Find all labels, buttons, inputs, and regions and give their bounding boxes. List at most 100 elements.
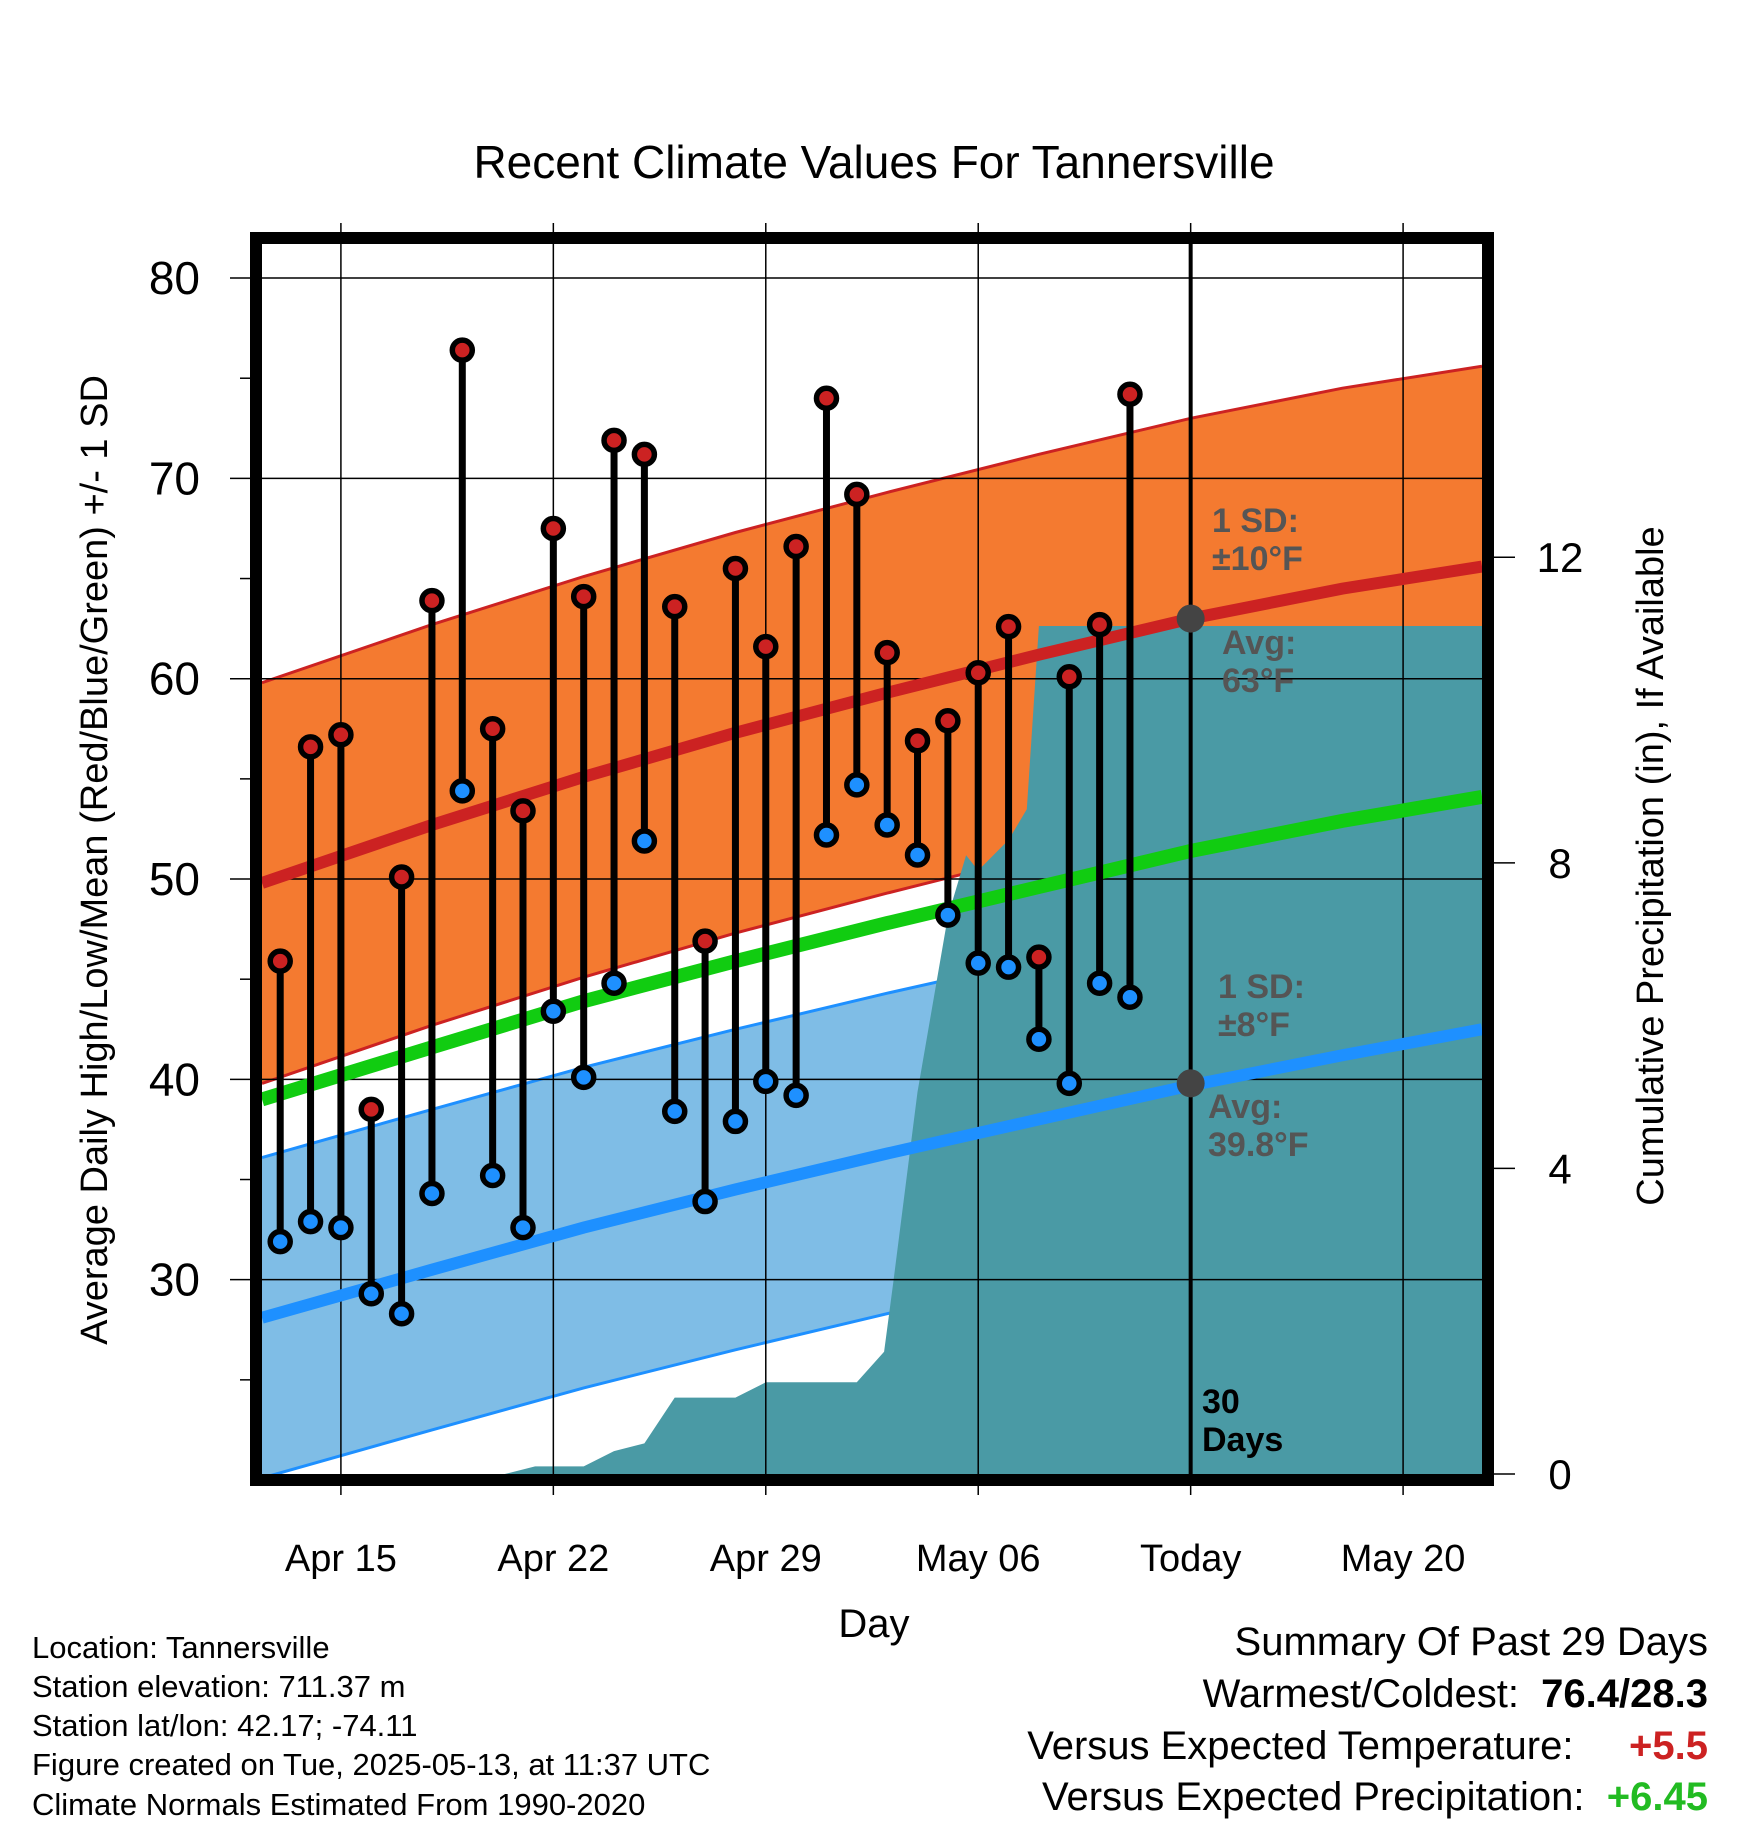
daily-low-point: [844, 772, 870, 798]
daily-high-point: [631, 441, 658, 468]
summary-title: Summary Of Past 29 Days: [1234, 1620, 1708, 1664]
daily-high-point: [601, 427, 627, 454]
y-tick-label-50: 50: [149, 853, 200, 905]
y-tick-label-30: 30: [149, 1254, 200, 1306]
daily-high-point: [419, 587, 445, 614]
daily-high-point: [388, 864, 415, 890]
daily-low-point: [935, 902, 961, 928]
y-tick-label-70: 70: [149, 452, 200, 504]
normal-low-line: [262, 1023, 1482, 1324]
daily-high-point: [328, 722, 354, 748]
daily-values: [267, 337, 1143, 1327]
axes: Apr 15 Apr 22 Apr 29 May 06 Today May 2030405…: [149, 223, 1584, 1580]
daily-low-point: [783, 1082, 809, 1109]
plot-frame: [250, 232, 1494, 1486]
daily-high-point: [297, 734, 324, 760]
daily-low-point: [692, 1188, 718, 1215]
today-low-avg-marker: [1176, 1069, 1205, 1098]
y-tick-label-80: 80: [149, 252, 200, 304]
daily-low-point: [449, 778, 476, 804]
daily-high-point: [267, 948, 293, 974]
x-axis-label: Day: [838, 1602, 909, 1646]
y2-tick-label-8: 8: [1548, 840, 1571, 887]
info-location: Location: Tannersville: [32, 1630, 330, 1665]
days-annotation: 30 Days: [1202, 1383, 1283, 1459]
daily-high-point: [874, 639, 900, 666]
high-sd-annotation: 1 SD: ±10°F: [1212, 502, 1303, 578]
daily-low-point: [601, 970, 627, 996]
x-tick-label-4: Today: [1140, 1538, 1241, 1580]
daily-low-point: [722, 1108, 749, 1135]
daily-high-point: [692, 928, 718, 954]
info-latlon: Station lat/lon: 42.17; -74.11: [32, 1708, 418, 1743]
daily-high-point: [935, 708, 961, 734]
daily-high-point: [904, 728, 931, 754]
summary-precip: Versus Expected Precipitation: +6.45: [1042, 1777, 1708, 1817]
daily-low-point: [540, 998, 567, 1024]
daily-high-point: [1086, 611, 1113, 638]
daily-low-point: [297, 1208, 324, 1235]
y-axis-label: Average Daily High/Low/Mean (Red/Blue/Gr…: [74, 375, 116, 1345]
x-tick-label-5: May 20: [1341, 1538, 1466, 1580]
daily-high-point: [449, 337, 476, 363]
info-elevation: Station elevation: 711.37 m: [32, 1669, 406, 1704]
daily-high-point: [358, 1096, 385, 1123]
x-tick-label-3: May 06: [916, 1538, 1041, 1580]
y2-axis-label: Cumulative Precipitation (in), If Availa…: [1630, 526, 1672, 1205]
temp-value: +5.5: [1629, 1724, 1708, 1768]
high-sd-upper-edge: [262, 364, 1482, 685]
daily-high-point: [813, 385, 840, 412]
daily-high-point: [479, 716, 506, 742]
x-tick-label-0: Apr 15: [285, 1538, 397, 1580]
daily-high-point: [540, 515, 567, 542]
daily-high-point: [1026, 944, 1052, 970]
precip-label: Versus Expected Precipitation:: [1042, 1775, 1585, 1819]
summary-warm-cold: Warmest/Coldest: 76.4/28.3: [1203, 1674, 1708, 1714]
chart-title: Recent Climate Values For Tannersville: [473, 136, 1274, 188]
today-high-avg-marker: [1176, 604, 1205, 633]
plot-border: [250, 232, 1494, 1486]
info-created: Figure created on Tue, 2025-05-13, at 11…: [32, 1747, 711, 1782]
daily-high-point: [844, 481, 870, 508]
y-tick-label-60: 60: [149, 653, 200, 705]
x-tick-label-2: Apr 29: [710, 1538, 822, 1580]
daily-low-point: [995, 954, 1022, 980]
daily-low-point: [904, 842, 931, 868]
precip-value: +6.45: [1606, 1775, 1708, 1819]
high-sd-band: [262, 366, 1482, 1084]
daily-high-point: [1056, 663, 1083, 690]
warm-cold-value: 76.4/28.3: [1541, 1672, 1708, 1716]
daily-low-point: [753, 1068, 779, 1095]
warm-cold-label: Warmest/Coldest:: [1202, 1672, 1519, 1716]
daily-high-point: [995, 613, 1022, 640]
daily-low-point: [388, 1300, 415, 1327]
annotations: 1 SD: ±10°F Avg: 63°F 1 SD: ±8°F Avg: 39.8°F 30 D…: [1176, 502, 1309, 1459]
daily-high-point: [722, 555, 749, 582]
daily-low-point: [570, 1064, 597, 1091]
daily-high-point: [1117, 381, 1143, 407]
daily-low-point: [510, 1214, 536, 1241]
daily-high-point: [783, 533, 809, 560]
daily-high-point: [510, 798, 536, 824]
normal-mean-line: [262, 790, 1482, 1107]
temp-label: Versus Expected Temperature:: [1027, 1724, 1574, 1768]
info-normals: Climate Normals Estimated From 1990-2020: [32, 1787, 646, 1822]
daily-low-point: [358, 1280, 385, 1307]
daily-high-point: [570, 583, 597, 610]
y-tick-label-40: 40: [149, 1053, 200, 1105]
summary-temp: Versus Expected Temperature: +5.5: [1027, 1726, 1708, 1766]
daily-low-point: [479, 1162, 506, 1189]
daily-low-point: [1026, 1026, 1052, 1053]
low-sd-annotation: 1 SD: ±8°F: [1218, 968, 1305, 1044]
y2-tick-label-12: 12: [1537, 534, 1584, 581]
precipitation-area: [262, 626, 1482, 1474]
daily-low-point: [419, 1180, 445, 1207]
daily-high-point: [661, 593, 688, 620]
daily-low-point: [965, 950, 991, 976]
low-avg-annotation: Avg: 39.8°F: [1208, 1088, 1309, 1164]
daily-low-point: [1117, 984, 1143, 1010]
y2-tick-label-4: 4: [1548, 1145, 1571, 1192]
daily-low-point: [328, 1214, 354, 1241]
daily-low-point: [631, 828, 658, 854]
